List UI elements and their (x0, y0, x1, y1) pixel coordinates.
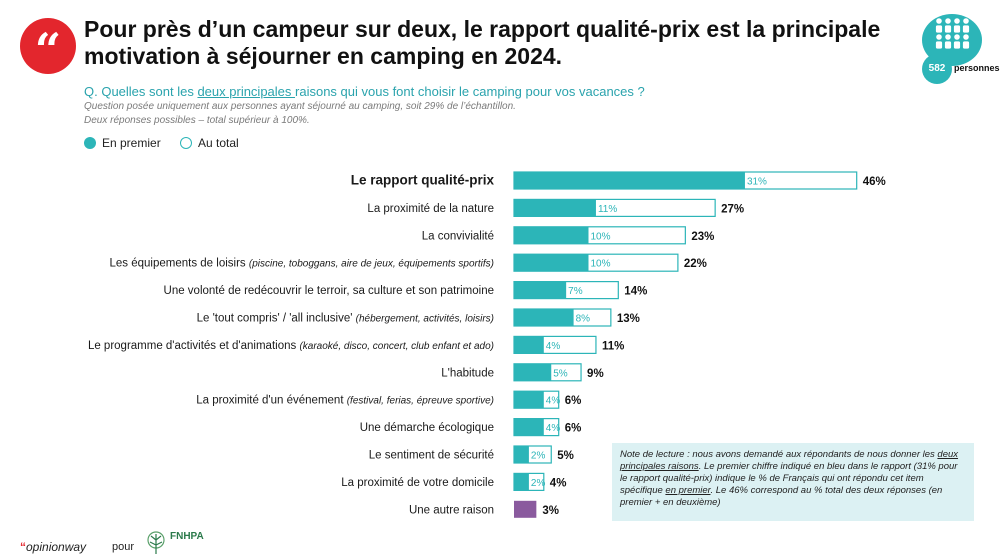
data-label-first: 31% (747, 177, 767, 188)
fnhpa-logo: FNHPA (170, 531, 204, 542)
bar-first (514, 446, 529, 463)
question-note-1: Question posée uniquement aux personnes … (84, 101, 516, 112)
bar-first (514, 473, 529, 491)
legend-swatch-total (180, 137, 192, 149)
people-group-icon (935, 17, 970, 50)
bar-first (514, 418, 544, 436)
data-label-total: 4% (550, 477, 567, 489)
bar-first (514, 281, 567, 299)
data-label-first: 4% (546, 396, 561, 407)
category-label: La convivialité (422, 230, 494, 242)
bar-first (514, 363, 552, 381)
data-label-first: 7% (568, 286, 583, 297)
footer-pour: pour (112, 541, 135, 553)
category-label: Le rapport qualité-prix (351, 173, 495, 188)
category-label: Le 'tout compris' / 'all inclusive' (héb… (197, 313, 494, 325)
fnhpa-tree-icon (147, 531, 165, 554)
sample-unit: personnes (954, 63, 1000, 73)
category-label-main: L'habitude (441, 367, 494, 379)
data-label-first: 10% (591, 231, 611, 242)
data-label-first: 2% (531, 478, 546, 489)
sample-count: 582 (922, 54, 952, 84)
category-label-main: Une démarche écologique (360, 422, 494, 434)
data-label-total: 9% (587, 368, 604, 380)
category-label: L'habitude (441, 367, 494, 379)
category-label-detail: (karaoké, disco, concert, club enfant et… (299, 341, 494, 352)
data-label-first: 5% (553, 368, 568, 379)
category-label-main: Le sentiment de sécurité (369, 450, 494, 462)
category-label: La proximité de votre domicile (341, 477, 494, 489)
data-label-total: 13% (617, 313, 640, 325)
data-label-total: 11% (602, 340, 624, 352)
bar-other (514, 500, 537, 518)
category-label-main: La proximité de votre domicile (341, 477, 494, 489)
category-label-main: Le 'tout compris' / 'all inclusive' (197, 313, 356, 325)
category-label-main: Le rapport qualité-prix (351, 173, 495, 188)
data-label-first: 8% (576, 314, 591, 325)
category-label: Une volonté de redécouvrir le terroir, s… (164, 285, 494, 297)
data-label-total: 5% (557, 450, 574, 462)
legend-item-first: En premier (84, 136, 161, 150)
legend-swatch-first (84, 137, 96, 149)
bar-first (514, 336, 544, 354)
quote-icon: “ (20, 18, 76, 77)
data-label-first: 4% (546, 341, 561, 352)
data-label-total: 6% (565, 395, 582, 407)
category-label: La proximité d'un événement (festival, f… (196, 395, 494, 407)
data-label-total: 22% (684, 258, 707, 270)
category-label-main: La convivialité (422, 230, 494, 242)
data-label-first: 4% (546, 423, 561, 434)
category-label: Le programme d'activités et d'animations… (88, 340, 494, 352)
question-text: Q. Quelles sont les deux principales rai… (84, 84, 645, 99)
data-label-first: 2% (531, 451, 546, 462)
page-title: Pour près d’un campeur sur deux, le rapp… (84, 16, 881, 69)
data-label-total: 3% (542, 505, 559, 517)
category-label-detail: (piscine, toboggans, aire de jeux, équip… (249, 259, 494, 270)
bar-first (514, 226, 589, 244)
data-label-total: 27% (721, 203, 744, 215)
question-note-2: Deux réponses possibles – total supérieu… (84, 115, 310, 126)
bar-first (514, 391, 544, 409)
category-label: Une démarche écologique (360, 422, 494, 434)
category-label-main: Une autre raison (409, 504, 494, 516)
category-label-detail: (hébergement, activités, loisirs) (356, 314, 494, 325)
category-label: Le sentiment de sécurité (369, 450, 494, 462)
data-label-total: 46% (863, 176, 886, 188)
category-label-main: La proximité d'un événement (196, 395, 347, 407)
category-label-main: La proximité de la nature (367, 203, 494, 215)
opinionway-logo: “opinionway (20, 540, 87, 554)
data-label-first: 11% (598, 204, 617, 215)
bar-first (514, 199, 596, 217)
category-label-main: Une volonté de redécouvrir le terroir, s… (164, 285, 494, 297)
category-label: Une autre raison (409, 504, 494, 516)
data-label-total: 6% (565, 423, 582, 435)
data-label-total: 14% (624, 286, 647, 298)
legend-item-total: Au total (180, 136, 239, 150)
category-label-main: Le programme d'activités et d'animations (88, 340, 300, 352)
bar-first (514, 309, 574, 326)
category-label-detail: (festival, ferias, épreuve sportive) (347, 396, 494, 407)
bar-first (514, 172, 745, 189)
category-label-main: Les équipements de loisirs (110, 258, 249, 270)
reading-note: Note de lecture : nous avons demandé aux… (612, 443, 974, 521)
category-label: Les équipements de loisirs (piscine, tob… (110, 258, 495, 270)
bar-first (514, 254, 589, 272)
data-label-total: 23% (691, 231, 714, 243)
data-label-first: 10% (591, 259, 611, 270)
category-label: La proximité de la nature (367, 203, 494, 215)
